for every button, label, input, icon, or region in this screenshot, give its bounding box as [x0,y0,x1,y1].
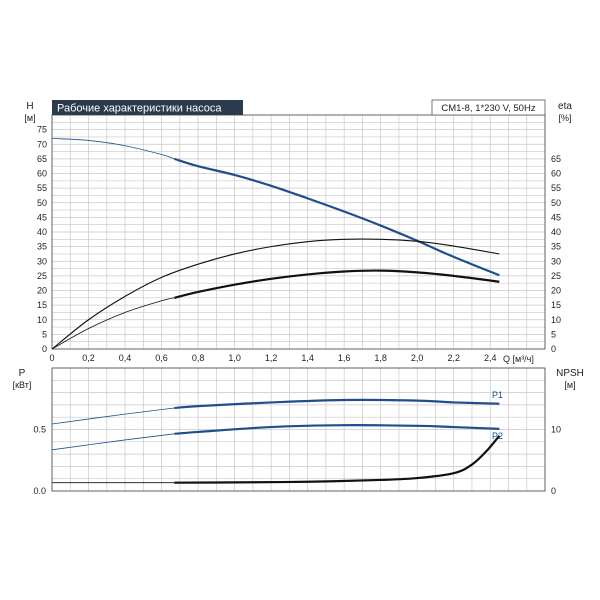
eta-tick-label: 15 [551,300,561,310]
npsh-axis-label: NPSH [556,368,584,379]
h-axis-label: H [26,101,33,112]
h-tick-label: 55 [37,183,47,193]
series-line-bold [174,398,500,410]
h-tick-label: 65 [37,154,47,164]
series-line-thin [51,407,175,425]
h-tick-label: 5 [42,329,47,339]
model-label: CM1-8, 1*230 V, 50Hz [441,103,535,114]
eta-axis-label: eta [558,101,572,112]
h-tick-label: 35 [37,242,47,252]
h-tick-label: 25 [37,271,47,281]
x-tick-label: 0 [49,353,54,363]
series-line-bold [174,157,500,277]
chart-title-background [52,100,243,115]
x-tick-label: 0,8 [192,353,205,363]
q-axis-label: Q [м³/ч] [503,354,534,364]
plot-frame [51,114,546,350]
series-line-bold [174,434,501,484]
eta-tick-label: 20 [551,286,561,296]
eta-tick-label: 30 [551,256,561,266]
bottom-chart-grid [51,367,546,492]
p-tick-label: 0.5 [33,425,46,435]
p-axis-label: P [19,368,26,379]
eta-tick-label: 40 [551,227,561,237]
h-tick-label: 50 [37,198,47,208]
series-label-p1: P1 [492,390,503,400]
h-tick-label: 70 [37,139,47,149]
eta-tick-label: 25 [551,271,561,281]
eta-tick-label: 5 [551,329,556,339]
eta-tick-label: 55 [551,183,561,193]
x-tick-label: 2,4 [484,353,497,363]
x-tick-label: 0,6 [155,353,168,363]
x-tick-label: 2,2 [447,353,460,363]
eta-tick-label: 10 [551,315,561,325]
top-chart-series [51,138,500,350]
h-tick-label: 60 [37,169,47,179]
npsh-tick-label: 0 [551,486,556,496]
x-tick-label: 2,0 [411,353,424,363]
series-line-bold [174,269,500,299]
h-tick-label: 45 [37,212,47,222]
x-tick-label: 1,2 [265,353,278,363]
x-tick-label: 1,6 [338,353,351,363]
series-line-thin [51,433,175,451]
x-tick-label: 0,4 [119,353,132,363]
p-axis-unit: [кВт] [13,380,32,390]
model-label-background [431,99,546,116]
eta-tick-label: 0 [551,344,556,354]
h-axis-unit: [м] [24,113,35,123]
top-chart-grid [51,114,546,350]
eta-tick-label: 35 [551,242,561,252]
npsh-axis-unit: [м] [564,380,575,390]
p-tick-label: 0.0 [33,486,46,496]
eta-axis-unit: [%] [558,113,571,123]
chart-title: Рабочие характеристики насоса [57,103,222,115]
series-line [51,238,500,350]
npsh-tick-label: 10 [551,425,561,435]
series-label-p2: P2 [492,431,503,441]
h-tick-label: 10 [37,315,47,325]
h-tick-label: 0 [42,344,47,354]
x-tick-label: 0,2 [82,353,95,363]
plot-frame [51,367,546,492]
x-tick-label: 1,8 [374,353,387,363]
top-chart-ticks: 0 0,2 0,4 0,6 0,8 1,0 1,2 1,4 1,6 1,8 2,0 2,2 2,4 0 5 1… [37,125,561,363]
h-tick-label: 20 [37,286,47,296]
series-line-bold [174,424,500,435]
x-tick-label: 1,4 [301,353,314,363]
h-tick-label: 40 [37,227,47,237]
eta-tick-label: 50 [551,198,561,208]
series-line-thin [51,138,175,160]
x-tick-label: 1,0 [228,353,241,363]
h-tick-label: 75 [37,125,47,135]
h-tick-label: 30 [37,256,47,266]
bottom-chart-series [51,398,501,484]
bottom-chart-ticks: 0.0 0.5 0 10 [33,425,561,497]
eta-tick-label: 45 [551,212,561,222]
h-tick-label: 15 [37,300,47,310]
eta-tick-label: 65 [551,154,561,164]
series-line-thin [51,297,175,350]
eta-tick-label: 60 [551,169,561,179]
